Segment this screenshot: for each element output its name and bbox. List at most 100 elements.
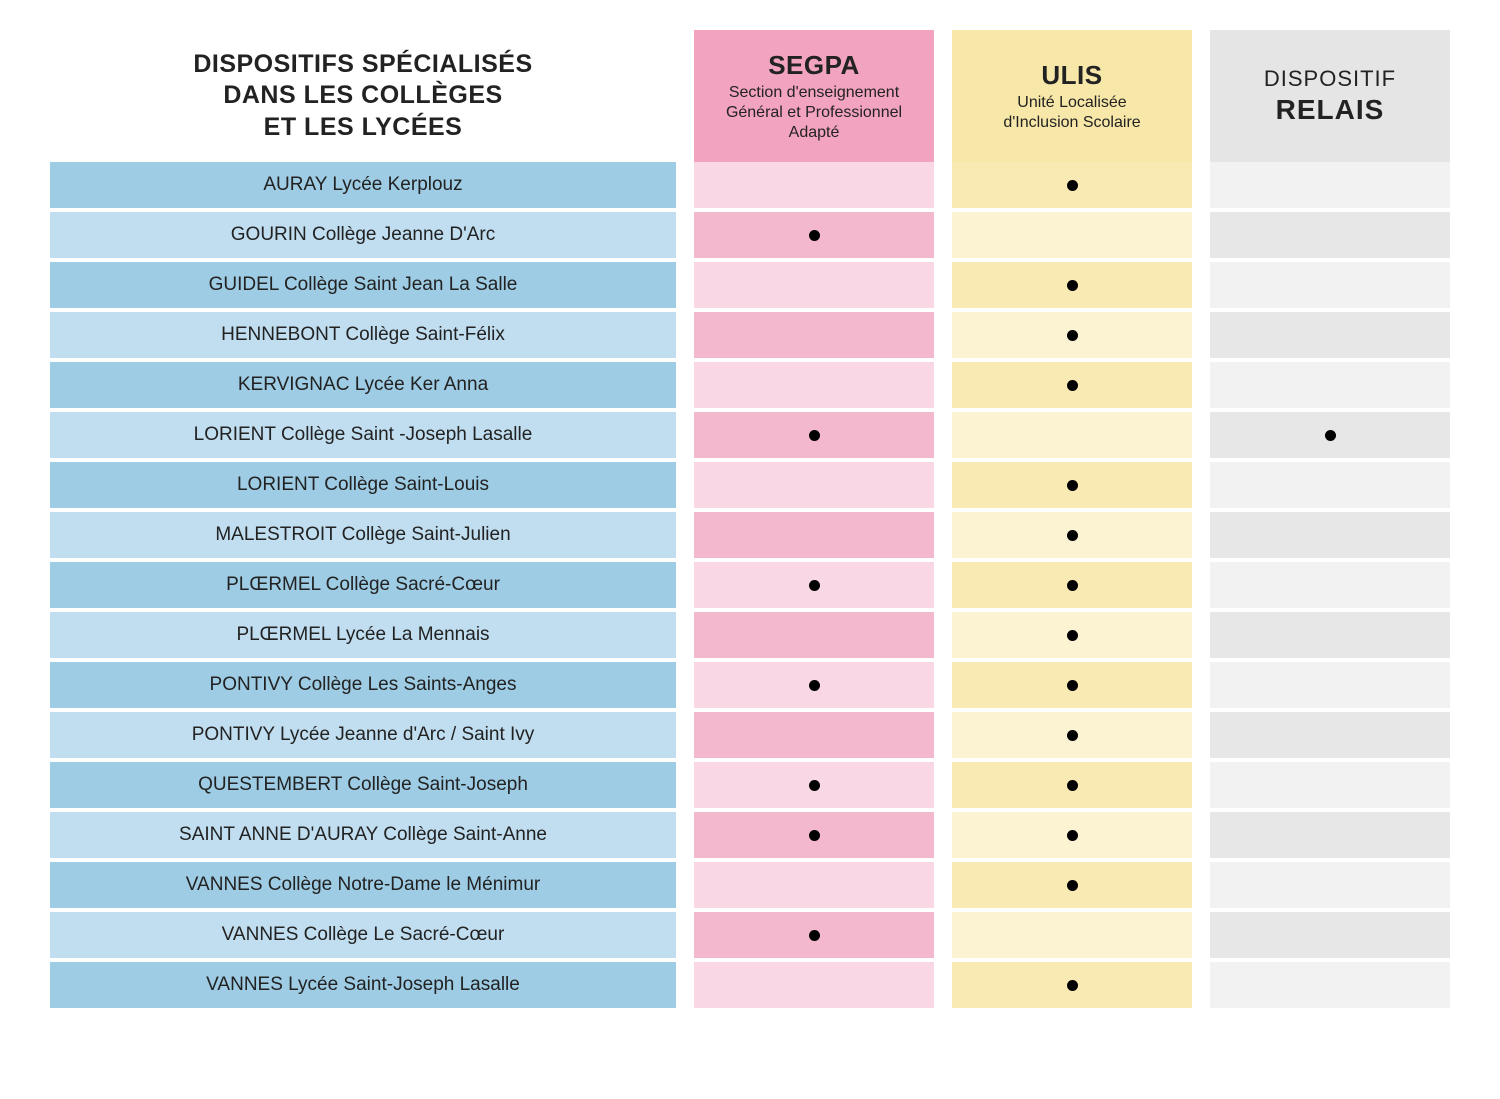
table-row-label: PLŒRMEL Lycée La Mennais — [50, 612, 676, 658]
table-row-ulis — [952, 912, 1192, 958]
header-segpa-title: SEGPA — [706, 49, 922, 82]
table-row-ulis — [952, 212, 1192, 258]
table-row-segpa — [694, 412, 934, 458]
dot-icon — [809, 680, 820, 691]
table-row-segpa — [694, 762, 934, 808]
school-label: GUIDEL Collège Saint Jean La Salle — [209, 274, 518, 296]
table-row-label: LORIENT Collège Saint-Louis — [50, 462, 676, 508]
dot-icon — [1067, 480, 1078, 491]
dispositifs-table: DISPOSITIFS SPÉCIALISÉS DANS LES COLLÈGE… — [50, 30, 1450, 1012]
table-row-segpa — [694, 362, 934, 408]
table-row-label: GUIDEL Collège Saint Jean La Salle — [50, 262, 676, 308]
school-label: MALESTROIT Collège Saint-Julien — [215, 524, 510, 546]
table-row-relais — [1210, 462, 1450, 508]
table-row-label: PONTIVY Lycée Jeanne d'Arc / Saint Ivy — [50, 712, 676, 758]
dot-icon — [1067, 680, 1078, 691]
dot-icon — [809, 830, 820, 841]
table-row-relais — [1210, 962, 1450, 1008]
table-row-ulis — [952, 662, 1192, 708]
dot-icon — [1067, 980, 1078, 991]
table-row-segpa — [694, 512, 934, 558]
table-row-segpa — [694, 712, 934, 758]
school-label: SAINT ANNE D'AURAY Collège Saint-Anne — [179, 824, 547, 846]
table-row-ulis — [952, 512, 1192, 558]
dot-icon — [1067, 180, 1078, 191]
table-row-relais — [1210, 762, 1450, 808]
table-row-relais — [1210, 812, 1450, 858]
table-row-relais — [1210, 362, 1450, 408]
school-label: QUESTEMBERT Collège Saint-Joseph — [198, 774, 528, 796]
table-row-segpa — [694, 262, 934, 308]
table-row-ulis — [952, 462, 1192, 508]
school-label: VANNES Lycée Saint-Joseph Lasalle — [206, 974, 520, 996]
table-row-label: PONTIVY Collège Les Saints-Anges — [50, 662, 676, 708]
table-row-ulis — [952, 762, 1192, 808]
school-label: LORIENT Collège Saint-Louis — [237, 474, 489, 496]
table-row-segpa — [694, 312, 934, 358]
table-row-relais — [1210, 862, 1450, 908]
table-row-label: PLŒRMEL Collège Sacré-Cœur — [50, 562, 676, 608]
table-row-segpa — [694, 612, 934, 658]
dot-icon — [1067, 830, 1078, 841]
header-relais-line1: DISPOSITIF — [1222, 65, 1438, 93]
dot-icon — [1067, 330, 1078, 341]
table-row-segpa — [694, 662, 934, 708]
table-row-segpa — [694, 562, 934, 608]
dot-icon — [809, 780, 820, 791]
table-row-relais — [1210, 712, 1450, 758]
dot-icon — [1067, 730, 1078, 741]
school-label: GOURIN Collège Jeanne D'Arc — [231, 224, 495, 246]
header-relais-line2: RELAIS — [1222, 92, 1438, 127]
dot-icon — [1325, 430, 1336, 441]
table-row-ulis — [952, 162, 1192, 208]
table-row-label: SAINT ANNE D'AURAY Collège Saint-Anne — [50, 812, 676, 858]
table-row-relais — [1210, 262, 1450, 308]
dot-icon — [1067, 780, 1078, 791]
table-row-relais — [1210, 662, 1450, 708]
school-label: AURAY Lycée Kerplouz — [263, 174, 462, 196]
school-label: PLŒRMEL Collège Sacré-Cœur — [226, 574, 500, 596]
table-row-label: LORIENT Collège Saint -Joseph Lasalle — [50, 412, 676, 458]
table-row-relais — [1210, 162, 1450, 208]
table-row-relais — [1210, 562, 1450, 608]
table-row-segpa — [694, 962, 934, 1008]
dot-icon — [1067, 530, 1078, 541]
header-main-title: DISPOSITIFS SPÉCIALISÉS DANS LES COLLÈGE… — [62, 49, 664, 143]
table-row-label: VANNES Collège Le Sacré-Cœur — [50, 912, 676, 958]
header-main: DISPOSITIFS SPÉCIALISÉS DANS LES COLLÈGE… — [50, 30, 676, 162]
table-row-ulis — [952, 412, 1192, 458]
header-ulis: ULIS Unité Localisée d'Inclusion Scolair… — [952, 30, 1192, 162]
school-label: LORIENT Collège Saint -Joseph Lasalle — [194, 424, 533, 446]
table-row-label: HENNEBONT Collège Saint-Félix — [50, 312, 676, 358]
header-ulis-sub: Unité Localisée d'Inclusion Scolaire — [964, 93, 1180, 133]
table-row-segpa — [694, 462, 934, 508]
table-row-segpa — [694, 812, 934, 858]
table-row-label: QUESTEMBERT Collège Saint-Joseph — [50, 762, 676, 808]
school-label: KERVIGNAC Lycée Ker Anna — [238, 374, 488, 396]
table-row-relais — [1210, 912, 1450, 958]
dot-icon — [1067, 880, 1078, 891]
table-row-ulis — [952, 312, 1192, 358]
table-row-ulis — [952, 712, 1192, 758]
school-label: VANNES Collège Le Sacré-Cœur — [222, 924, 505, 946]
dot-icon — [1067, 630, 1078, 641]
header-ulis-title: ULIS — [964, 59, 1180, 92]
table-row-relais — [1210, 512, 1450, 558]
header-relais: DISPOSITIF RELAIS — [1210, 30, 1450, 162]
school-label: PONTIVY Lycée Jeanne d'Arc / Saint Ivy — [192, 724, 535, 746]
table-row-ulis — [952, 562, 1192, 608]
table-row-label: MALESTROIT Collège Saint-Julien — [50, 512, 676, 558]
school-label: PLŒRMEL Lycée La Mennais — [236, 624, 489, 646]
dot-icon — [809, 430, 820, 441]
table-row-ulis — [952, 862, 1192, 908]
table-row-relais — [1210, 612, 1450, 658]
table-row-ulis — [952, 612, 1192, 658]
table-row-relais — [1210, 312, 1450, 358]
table-row-ulis — [952, 262, 1192, 308]
dot-icon — [809, 230, 820, 241]
dot-icon — [1067, 380, 1078, 391]
school-label: PONTIVY Collège Les Saints-Anges — [210, 674, 517, 696]
table-row-relais — [1210, 212, 1450, 258]
table-row-ulis — [952, 362, 1192, 408]
dot-icon — [1067, 280, 1078, 291]
